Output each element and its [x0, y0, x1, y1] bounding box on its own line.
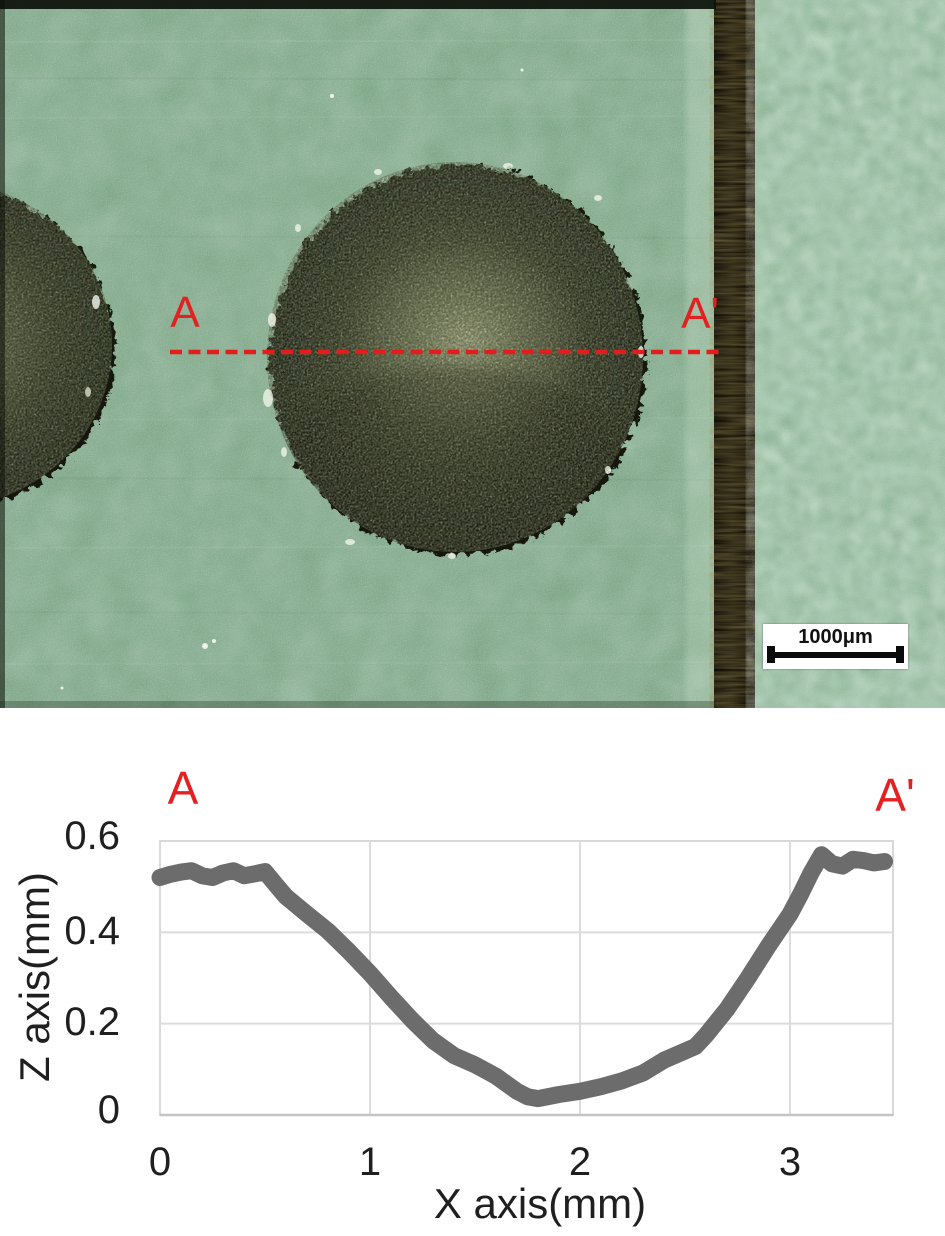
micrograph-label-a-prime: A' — [681, 289, 719, 338]
chart-label-a-prime: A' — [875, 769, 915, 821]
gridlines — [160, 841, 893, 1115]
left-dark-edge — [0, 0, 5, 708]
y-axis-title: Z axis(mm) — [11, 872, 58, 1082]
x-tick-0: 0 — [148, 1140, 172, 1184]
x-tick-2: 2 — [568, 1140, 592, 1184]
glint — [85, 387, 91, 397]
y-tick-0.2: 0.2 — [64, 1000, 120, 1044]
glint — [92, 295, 100, 309]
profile-curve — [151, 846, 893, 1108]
y-tick-0.6: 0.6 — [64, 814, 120, 858]
debris-specks — [60, 68, 524, 690]
x-tick-1: 1 — [358, 1140, 382, 1184]
scale-bar: 1000μm — [763, 624, 908, 669]
bottom-shadow — [0, 701, 716, 708]
x-tick-3: 3 — [778, 1140, 802, 1184]
scale-bar-label: 1000μm — [798, 626, 873, 648]
micrograph-label-a: A — [170, 288, 200, 337]
y-tick-0: 0 — [97, 1088, 120, 1132]
plot-area — [159, 840, 894, 1116]
top-dark-edge — [0, 0, 716, 9]
micrograph-image — [0, 0, 945, 708]
y-tick-0.4: 0.4 — [64, 909, 120, 953]
chart-label-a: A — [167, 762, 199, 814]
x-axis-title: X axis(mm) — [433, 1180, 647, 1227]
scale-bar-line — [767, 646, 904, 663]
